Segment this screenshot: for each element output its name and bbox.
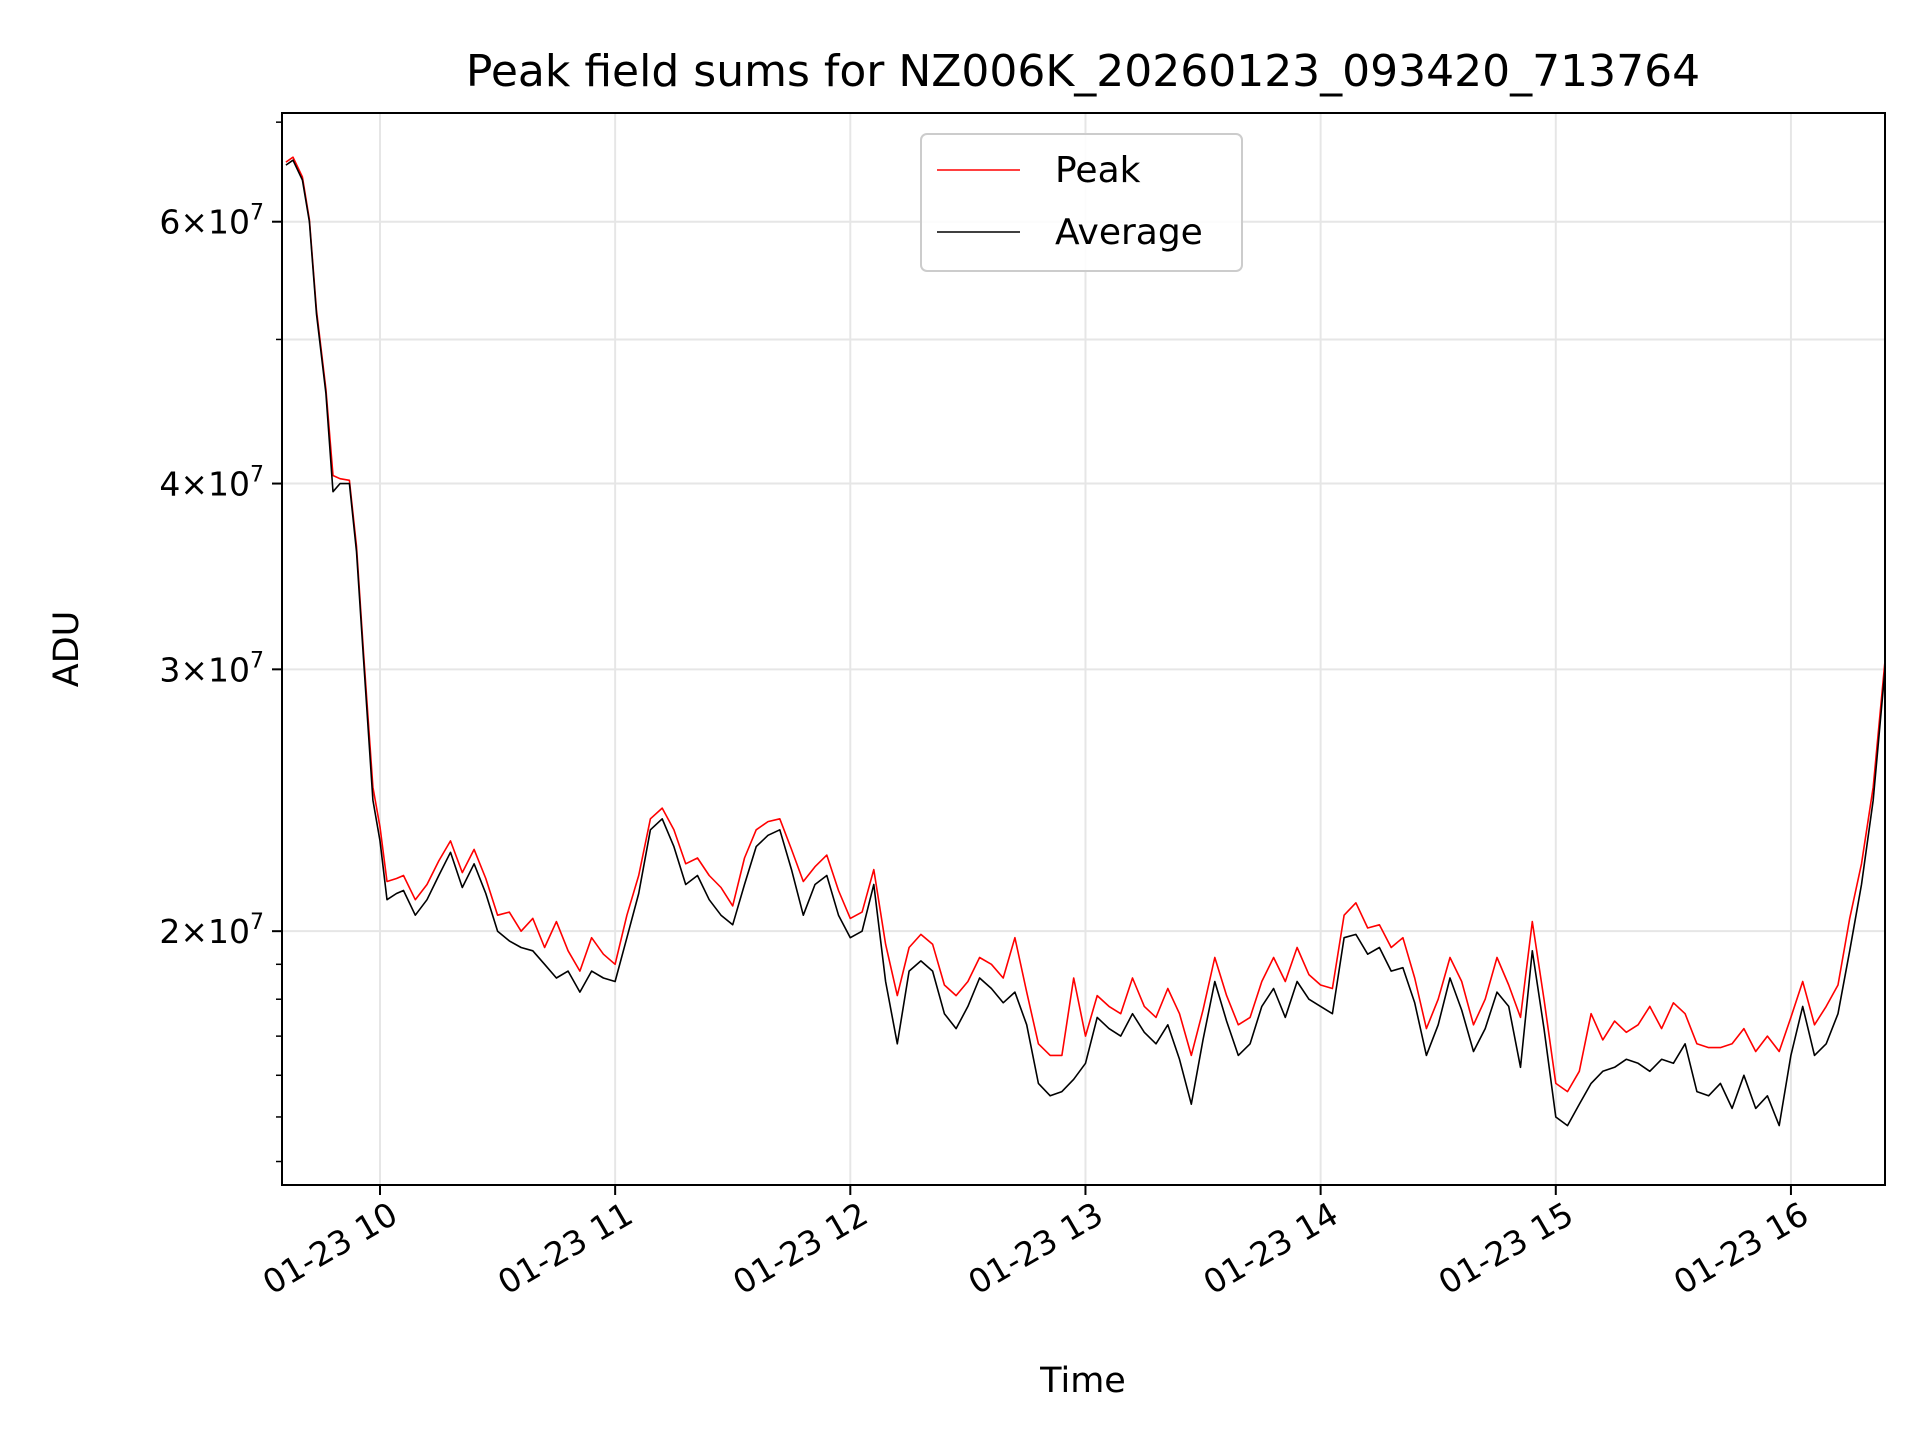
y-tick-label: 6×107 [159,201,264,242]
y-tick-label: 3×107 [159,648,264,689]
y-tick-label: 4×107 [159,463,264,504]
legend: Peak Average [920,133,1243,272]
plot-frame [281,112,1886,1186]
legend-box [920,133,1243,272]
y-axis-label: ADU [47,611,87,688]
legend-average-label: Average [1055,212,1203,253]
legend-peak-label: Peak [1055,150,1141,191]
y-tick-label: 2×107 [159,910,264,951]
series-layer [285,156,1886,1127]
chart-title: Peak field sums for NZ006K_20260123_0934… [466,46,1700,97]
peak-series-line [285,156,1886,1093]
x-axis-label: Time [1039,1361,1126,1401]
average-series-line [285,159,1886,1127]
